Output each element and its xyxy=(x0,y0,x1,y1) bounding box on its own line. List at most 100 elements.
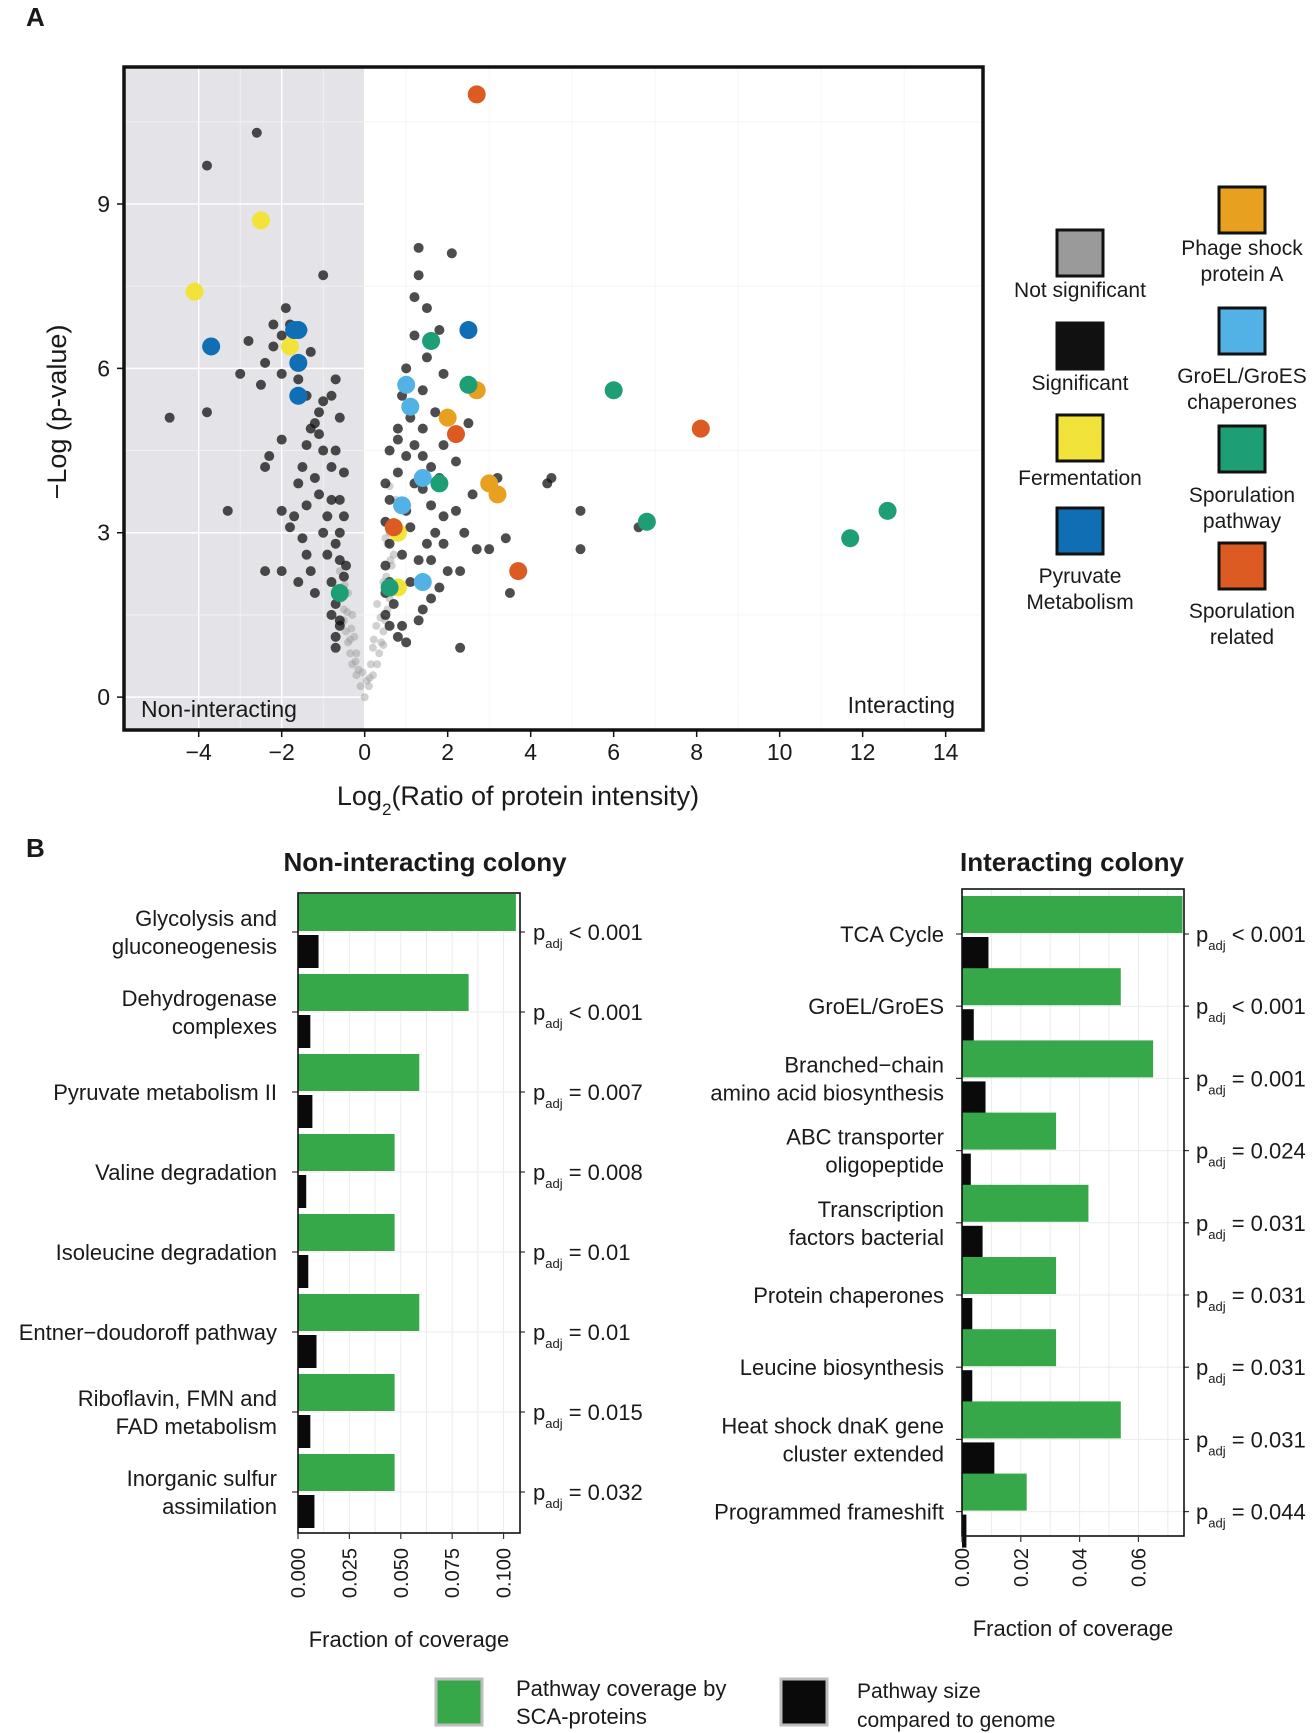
category-label: Dehydrogenase xyxy=(122,986,277,1011)
data-point-significant xyxy=(334,527,345,538)
category-label: oligopeptide xyxy=(825,1153,944,1178)
data-point-significant xyxy=(293,478,304,489)
category-label: Leucine biosynthesis xyxy=(740,1355,944,1380)
legend-swatch-groel xyxy=(1217,306,1267,356)
data-point-significant xyxy=(297,461,308,472)
x-tick-label: 0.025 xyxy=(339,1548,361,1598)
bar-pathway-size xyxy=(298,935,319,968)
x-tick-label: 8 xyxy=(690,739,703,765)
data-point-sporulation-related xyxy=(467,85,486,104)
category-label: cluster extended xyxy=(783,1441,944,1466)
data-point-significant xyxy=(384,494,395,505)
y-tick-label: 9 xyxy=(97,191,110,217)
legend-label-significant: Significant xyxy=(1032,372,1129,395)
data-point-groel xyxy=(401,397,420,416)
legend-label-pathway-size: Pathway size xyxy=(857,1680,981,1703)
data-point-significant xyxy=(397,549,408,560)
data-point-pyruvate xyxy=(289,353,308,372)
data-point-fermentation xyxy=(185,282,204,301)
data-point-not-significant xyxy=(344,638,353,647)
data-point-significant xyxy=(392,434,403,445)
data-point-significant xyxy=(401,637,412,648)
chart-frame xyxy=(297,892,521,1534)
bar-pathway-size xyxy=(298,1495,315,1528)
data-point-significant xyxy=(260,461,271,472)
data-point-significant xyxy=(504,588,515,599)
data-point-significant xyxy=(463,418,474,429)
data-point-not-significant xyxy=(343,608,352,617)
bar-coverage xyxy=(298,974,469,1011)
data-point-significant xyxy=(388,598,399,609)
data-point-significant xyxy=(438,440,449,451)
legend-label-pathway-size: compared to genome xyxy=(857,1709,1055,1732)
data-point-not-significant xyxy=(339,605,348,614)
bar-coverage xyxy=(962,1401,1121,1439)
data-point-significant xyxy=(405,522,416,533)
data-point-significant xyxy=(471,544,482,555)
data-point-sporulation-pathway xyxy=(604,381,623,400)
data-point-not-significant xyxy=(365,673,374,682)
bar-pathway-size xyxy=(962,1009,974,1043)
p-value-label: padj = 0.031 xyxy=(1196,1211,1306,1242)
data-point-significant xyxy=(426,593,437,604)
category-label: ABC transporter xyxy=(786,1125,944,1150)
data-point-not-significant xyxy=(368,643,377,652)
y-tick-label: 0 xyxy=(97,684,110,710)
y-axis-label: −Log (p-value) xyxy=(42,325,72,500)
data-point-significant xyxy=(330,642,341,653)
legend-label-pyruvate: Metabolism xyxy=(1026,591,1133,614)
x-tick-label: −2 xyxy=(269,739,295,765)
legend-label-phage: protein A xyxy=(1201,263,1284,286)
bar-coverage xyxy=(962,1112,1057,1150)
p-value-label: padj = 0.01 xyxy=(533,1240,631,1271)
legend-swatch-fermentation xyxy=(1055,413,1105,463)
data-point-significant xyxy=(280,303,291,314)
data-point-not-significant xyxy=(358,668,367,677)
x-tick-label: 0.02 xyxy=(1011,1548,1033,1587)
data-point-significant xyxy=(309,418,320,429)
data-point-significant xyxy=(276,505,287,516)
bar-coverage xyxy=(962,968,1121,1006)
data-point-significant xyxy=(293,577,304,588)
category-label: Programmed frameshift xyxy=(714,1500,944,1525)
data-point-significant xyxy=(426,555,437,566)
data-point-significant xyxy=(260,566,271,577)
data-point-significant xyxy=(450,456,461,467)
data-point-groel xyxy=(413,573,432,592)
category-label: complexes xyxy=(172,1014,277,1039)
bar-chart-non-interacting: Non-interacting colony Glycolysis and gluc… xyxy=(19,847,643,1652)
bar-pathway-size xyxy=(962,1225,983,1259)
data-point-significant xyxy=(276,330,287,341)
category-label: gluconeogenesis xyxy=(112,934,277,959)
legend-label-sporulation-related: related xyxy=(1210,626,1274,649)
bar-pathway-size xyxy=(962,1081,986,1115)
legend-swatch-pyruvate xyxy=(1055,506,1105,556)
data-point-significant xyxy=(380,478,391,489)
legend-label-not-significant: Not significant xyxy=(1014,279,1146,302)
bar-pathway-size xyxy=(962,1370,973,1404)
legend-label-coverage: SCA-proteins xyxy=(516,1704,647,1729)
bar-coverage xyxy=(298,1054,420,1091)
bar-pathway-size xyxy=(298,1255,309,1288)
data-point-significant xyxy=(314,429,325,440)
category-label: amino acid biosynthesis xyxy=(710,1080,944,1105)
x-axis-label: Fraction of coverage xyxy=(309,1627,510,1652)
category-label: GroEL/GroES xyxy=(808,994,944,1019)
x-tick-label: 0.050 xyxy=(391,1548,413,1598)
category-label: Isoleucine degradation xyxy=(56,1240,277,1265)
data-point-significant xyxy=(405,577,416,588)
x-tick-label: 0 xyxy=(358,739,371,765)
data-point-not-significant xyxy=(360,693,369,702)
data-point-significant xyxy=(500,533,511,544)
data-point-significant xyxy=(284,522,295,533)
data-point-sporulation-related xyxy=(509,562,528,581)
annotation-interacting: Interacting xyxy=(848,692,955,718)
data-point-not-significant xyxy=(372,621,381,630)
bar-coverage xyxy=(298,1134,395,1171)
category-label: Pyruvate metabolism II xyxy=(53,1080,277,1105)
data-point-significant xyxy=(575,544,586,555)
data-point-not-significant xyxy=(373,660,382,669)
data-point-significant xyxy=(338,467,349,478)
data-point-sporulation-pathway xyxy=(878,501,897,520)
